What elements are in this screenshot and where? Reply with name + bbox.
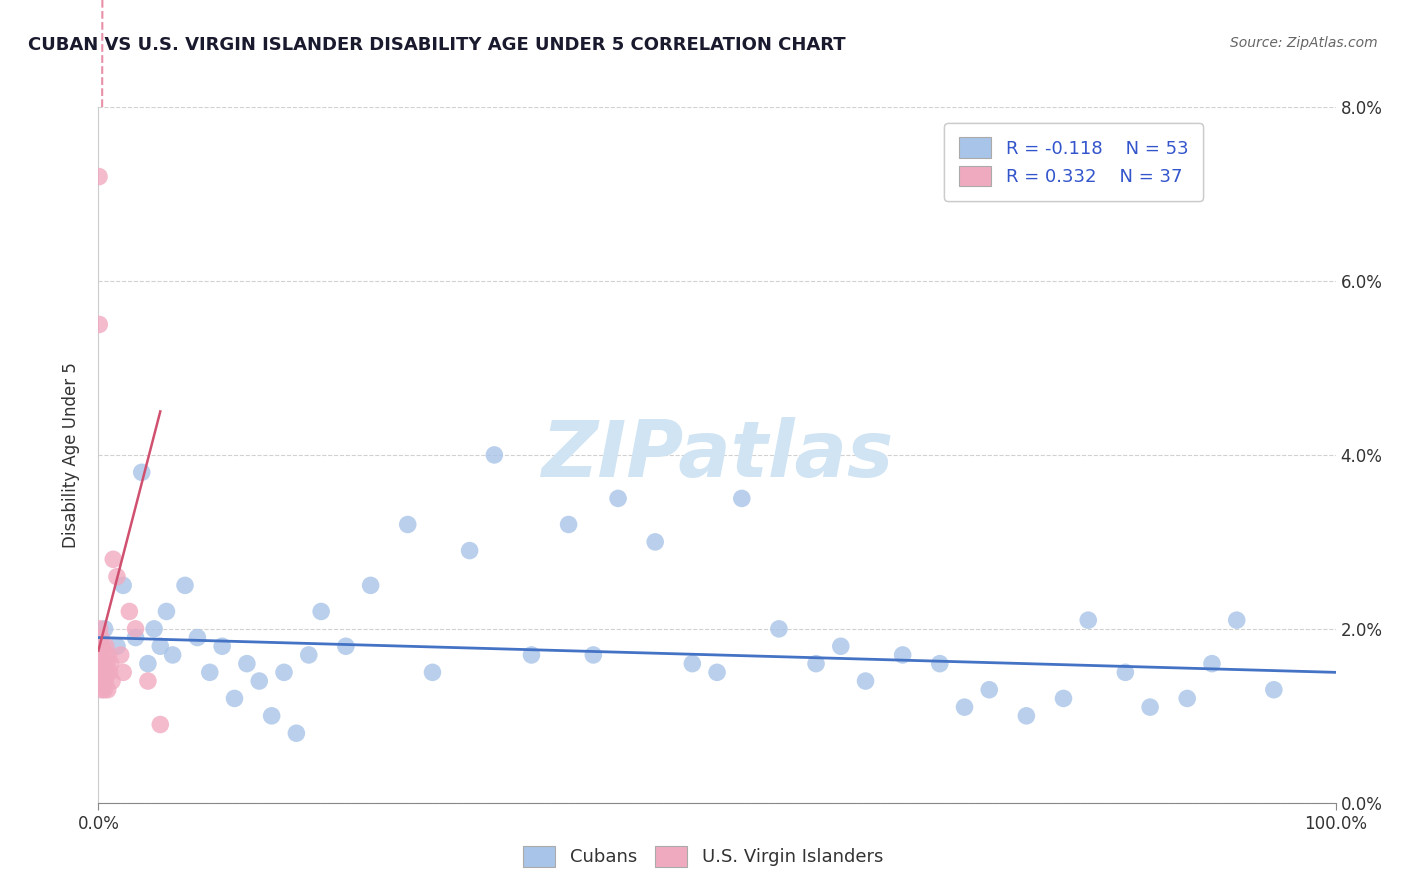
Point (89, 318, 111, 332)
Point (804, 657, 827, 671)
Point (335, 639, 357, 653)
Point (98, 665, 121, 680)
Point (891, 648, 914, 662)
Point (101, 674, 124, 689)
Point (91, 657, 114, 671)
Point (260, 708, 283, 723)
Point (396, 517, 419, 532)
Point (1263, 682, 1285, 697)
Point (93, 622, 115, 636)
Point (93, 665, 115, 680)
Point (136, 657, 159, 671)
Point (1201, 657, 1223, 671)
Point (1114, 665, 1136, 680)
Point (90, 665, 112, 680)
Point (198, 665, 221, 680)
Point (112, 665, 135, 680)
Point (273, 665, 295, 680)
Point (1175, 691, 1198, 706)
Point (118, 605, 141, 619)
Point (90, 682, 112, 697)
Point (97, 682, 120, 697)
Point (90, 631, 112, 645)
Point (149, 639, 172, 653)
Point (458, 543, 481, 558)
Point (87, 169, 110, 184)
Point (90, 639, 112, 653)
Point (224, 691, 246, 706)
Point (979, 682, 1001, 697)
Point (644, 535, 666, 549)
Point (90, 657, 112, 671)
Point (124, 622, 146, 636)
Point (1139, 700, 1161, 714)
Point (103, 552, 125, 566)
Point (96, 665, 118, 680)
Point (94, 674, 117, 689)
Point (112, 578, 135, 592)
Point (830, 639, 852, 653)
Point (1015, 708, 1038, 723)
Point (360, 578, 382, 592)
Point (928, 657, 950, 671)
Point (91, 665, 114, 680)
Point (93, 674, 115, 689)
Text: Source: ZipAtlas.com: Source: ZipAtlas.com (1230, 36, 1378, 50)
Point (89, 657, 111, 671)
Point (731, 491, 754, 506)
Point (162, 648, 184, 662)
Legend: Cubans, U.S. Virgin Islanders: Cubans, U.S. Virgin Islanders (516, 838, 890, 874)
Point (143, 622, 166, 636)
Point (1226, 613, 1249, 627)
Point (89, 639, 111, 653)
Point (681, 657, 703, 671)
Point (97, 648, 120, 662)
Point (131, 466, 153, 480)
Point (174, 578, 197, 592)
Point (484, 448, 506, 462)
Point (211, 639, 233, 653)
Point (309, 605, 332, 619)
Point (124, 631, 146, 645)
Point (136, 674, 159, 689)
Point (149, 717, 172, 731)
Point (155, 605, 177, 619)
Point (607, 491, 630, 506)
Point (89, 622, 111, 636)
Point (186, 631, 208, 645)
Y-axis label: Disability Age Under 5: Disability Age Under 5 (62, 362, 80, 548)
Point (93, 682, 115, 697)
Point (96, 657, 118, 671)
Point (298, 648, 321, 662)
Point (520, 648, 543, 662)
Point (93, 657, 115, 671)
Point (89, 674, 111, 689)
Point (91, 674, 114, 689)
Point (706, 665, 728, 680)
Point (93, 648, 115, 662)
Point (91, 639, 114, 653)
Point (110, 648, 132, 662)
Point (236, 657, 259, 671)
Point (94, 639, 117, 653)
Point (557, 517, 579, 532)
Point (768, 622, 790, 636)
Point (953, 700, 976, 714)
Point (105, 570, 128, 584)
Point (422, 665, 444, 680)
Text: CUBAN VS U.S. VIRGIN ISLANDER DISABILITY AGE UNDER 5 CORRELATION CHART: CUBAN VS U.S. VIRGIN ISLANDER DISABILITY… (28, 36, 846, 54)
Point (1077, 613, 1099, 627)
Point (582, 648, 605, 662)
Point (285, 726, 308, 740)
Point (855, 674, 877, 689)
Point (100, 657, 122, 671)
Point (1052, 691, 1074, 706)
Legend: R = -0.118    N = 53, R = 0.332    N = 37: R = -0.118 N = 53, R = 0.332 N = 37 (945, 123, 1204, 201)
Point (247, 674, 270, 689)
Text: ZIPatlas: ZIPatlas (541, 417, 893, 493)
Point (105, 639, 128, 653)
